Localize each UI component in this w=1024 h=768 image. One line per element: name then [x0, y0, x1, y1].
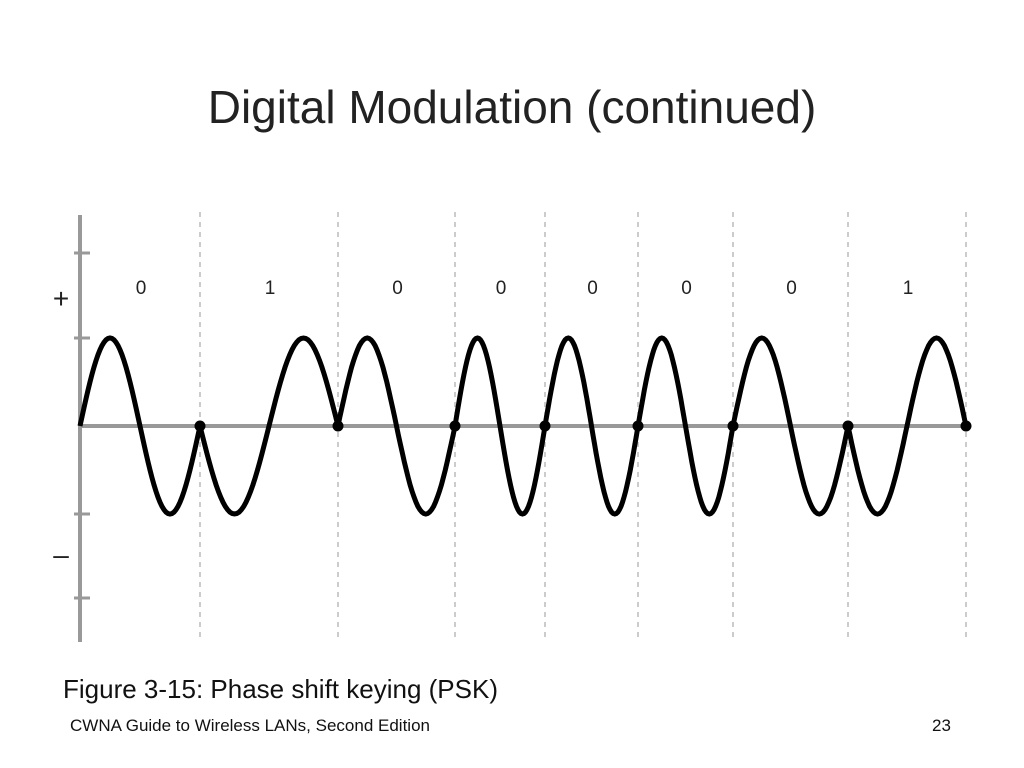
bit-label: 1: [265, 278, 276, 299]
phase-dot: [194, 420, 206, 432]
bit-label: 0: [136, 278, 147, 299]
phase-points: [194, 420, 972, 432]
phase-dot: [632, 420, 644, 432]
bit-label: 1: [903, 278, 914, 299]
bit-labels: 0 1 0 0 0 0 0 1: [136, 278, 914, 299]
slide-title: Digital Modulation (continued): [207, 81, 817, 133]
bit-label: 0: [587, 278, 598, 299]
bit-label: 0: [496, 278, 507, 299]
figure-caption: Figure 3-15: Phase shift keying (PSK): [63, 674, 498, 704]
bit-label: 0: [392, 278, 403, 299]
phase-dot: [332, 420, 344, 432]
minus-label: –: [53, 539, 69, 570]
plus-label: +: [53, 283, 69, 314]
phase-dot: [727, 420, 739, 432]
y-axis-ticks: [74, 251, 90, 600]
bit-label: 0: [786, 278, 797, 299]
phase-dot: [842, 420, 854, 432]
bit-label: 0: [681, 278, 692, 299]
phase-dot: [960, 420, 972, 432]
phase-dot: [449, 420, 461, 432]
page-number: 23: [932, 716, 951, 735]
phase-dot: [539, 420, 551, 432]
footer-source: CWNA Guide to Wireless LANs, Second Edit…: [70, 716, 430, 735]
